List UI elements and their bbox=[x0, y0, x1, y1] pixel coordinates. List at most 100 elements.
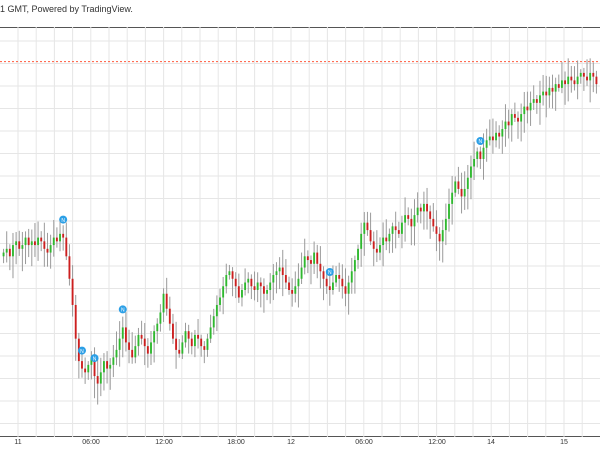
candle-up[interactable] bbox=[90, 357, 93, 365]
candle-down[interactable] bbox=[306, 256, 309, 261]
candle-down[interactable] bbox=[43, 241, 46, 249]
candle-up[interactable] bbox=[347, 282, 350, 294]
candle-down[interactable] bbox=[288, 282, 290, 290]
candle-down[interactable] bbox=[457, 181, 460, 189]
candle-up[interactable] bbox=[360, 233, 363, 249]
candle-up[interactable] bbox=[49, 245, 52, 253]
candle-down[interactable] bbox=[586, 76, 588, 81]
candle-down[interactable] bbox=[106, 361, 109, 369]
candle-up[interactable] bbox=[21, 245, 24, 249]
candle-down[interactable] bbox=[71, 278, 74, 305]
candle-down[interactable] bbox=[513, 114, 516, 118]
candle-down[interactable] bbox=[262, 286, 265, 294]
candle-up[interactable] bbox=[391, 226, 394, 234]
candle-up[interactable] bbox=[5, 248, 8, 253]
candle-down[interactable] bbox=[385, 237, 388, 242]
candle-down[interactable] bbox=[40, 237, 43, 242]
candle-up[interactable] bbox=[579, 72, 582, 77]
candle-up[interactable] bbox=[15, 241, 18, 246]
candle-up[interactable] bbox=[350, 271, 353, 283]
candle-down[interactable] bbox=[341, 278, 344, 287]
candle-up[interactable] bbox=[193, 334, 196, 347]
candle-down[interactable] bbox=[570, 76, 573, 81]
candle-up[interactable] bbox=[150, 342, 152, 354]
candle-down[interactable] bbox=[203, 346, 206, 350]
candle-down[interactable] bbox=[291, 289, 294, 294]
candle-down[interactable] bbox=[460, 188, 463, 197]
candle-up[interactable] bbox=[156, 323, 159, 332]
candle-down[interactable] bbox=[407, 215, 410, 219]
candle-up[interactable] bbox=[278, 267, 281, 272]
candle-down[interactable] bbox=[143, 338, 146, 347]
candle-up[interactable] bbox=[520, 114, 523, 122]
candle-down[interactable] bbox=[68, 256, 71, 279]
candle-down[interactable] bbox=[419, 207, 422, 212]
candle-down[interactable] bbox=[325, 278, 328, 287]
candle-up[interactable] bbox=[294, 286, 297, 294]
candle-down[interactable] bbox=[128, 342, 130, 350]
news-event-marker[interactable]: N bbox=[90, 354, 99, 362]
candle-down[interactable] bbox=[18, 241, 21, 249]
candle-down[interactable] bbox=[124, 327, 127, 343]
candle-down[interactable] bbox=[165, 293, 168, 309]
candle-up[interactable] bbox=[353, 260, 356, 272]
candle-up[interactable] bbox=[153, 331, 156, 343]
candle-down[interactable] bbox=[131, 349, 134, 358]
candle-down[interactable] bbox=[74, 304, 77, 339]
candle-down[interactable] bbox=[168, 308, 171, 324]
candle-up[interactable] bbox=[388, 233, 391, 242]
candle-up[interactable] bbox=[181, 342, 184, 354]
candle-down[interactable] bbox=[33, 241, 36, 246]
candle-down[interactable] bbox=[369, 230, 372, 242]
news-event-marker[interactable]: N bbox=[325, 267, 334, 276]
candle-up[interactable] bbox=[448, 203, 450, 219]
news-event-marker[interactable]: N bbox=[476, 136, 485, 145]
candle-up[interactable] bbox=[269, 282, 272, 290]
candle-up[interactable] bbox=[103, 361, 105, 373]
candle-down[interactable] bbox=[338, 275, 341, 279]
candle-up[interactable] bbox=[159, 312, 162, 324]
candle-down[interactable] bbox=[592, 72, 595, 77]
news-event-marker[interactable]: N bbox=[59, 215, 68, 224]
candle-down[interactable] bbox=[410, 218, 413, 227]
candle-down[interactable] bbox=[140, 334, 143, 339]
candle-up[interactable] bbox=[209, 327, 212, 339]
candle-down[interactable] bbox=[316, 252, 319, 264]
candle-up[interactable] bbox=[485, 140, 488, 148]
candle-down[interactable] bbox=[234, 278, 237, 287]
candle-up[interactable] bbox=[548, 87, 551, 96]
candle-up[interactable] bbox=[501, 129, 504, 137]
candle-up[interactable] bbox=[99, 372, 102, 384]
candle-up[interactable] bbox=[30, 241, 33, 246]
candle-up[interactable] bbox=[554, 84, 557, 92]
candle-down[interactable] bbox=[65, 237, 68, 257]
candle-down[interactable] bbox=[344, 286, 347, 294]
candle-up[interactable] bbox=[241, 289, 243, 298]
candle-down[interactable] bbox=[426, 203, 428, 212]
candle-up[interactable] bbox=[382, 237, 385, 246]
candle-up[interactable] bbox=[121, 327, 124, 339]
candle-up[interactable] bbox=[59, 233, 61, 242]
candle-down[interactable] bbox=[328, 286, 331, 290]
candle-down[interactable] bbox=[62, 233, 65, 238]
candle-down[interactable] bbox=[27, 237, 30, 246]
candle-up[interactable] bbox=[379, 245, 381, 253]
candle-down[interactable] bbox=[96, 376, 99, 384]
candle-down[interactable] bbox=[259, 282, 262, 287]
candle-down[interactable] bbox=[84, 368, 87, 373]
candle-up[interactable] bbox=[118, 338, 121, 350]
candle-up[interactable] bbox=[112, 357, 115, 365]
candle-up[interactable] bbox=[300, 267, 303, 279]
candle-down[interactable] bbox=[178, 349, 181, 354]
candle-up[interactable] bbox=[12, 245, 14, 257]
candle-up[interactable] bbox=[401, 222, 403, 234]
candle-up[interactable] bbox=[256, 282, 259, 290]
candle-up[interactable] bbox=[272, 275, 275, 283]
candle-up[interactable] bbox=[404, 215, 407, 223]
candle-down[interactable] bbox=[197, 334, 199, 339]
candle-up[interactable] bbox=[529, 102, 532, 111]
candle-up[interactable] bbox=[2, 252, 5, 257]
candle-up[interactable] bbox=[212, 316, 215, 328]
candle-down[interactable] bbox=[319, 263, 322, 272]
candle-up[interactable] bbox=[466, 177, 469, 189]
